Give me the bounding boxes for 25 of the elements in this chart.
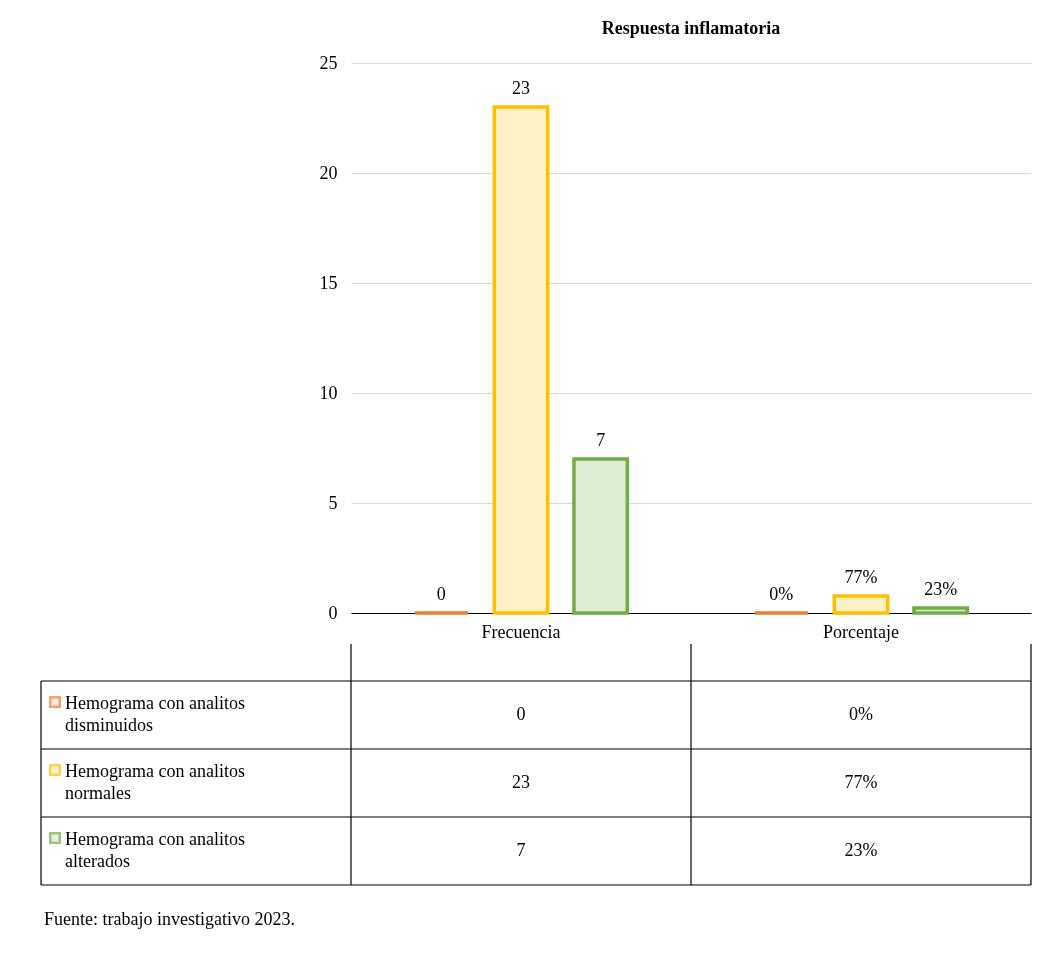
legend-label: Hemograma con analitos alterados xyxy=(65,829,245,871)
legend-label: Hemograma con analitos disminuidos xyxy=(65,693,245,735)
data-label: 7 xyxy=(516,840,526,860)
y-tick-label: 20 xyxy=(319,162,338,183)
data-label: 23% xyxy=(844,840,878,860)
y-tick-label: 25 xyxy=(319,52,338,73)
y-tick-label: 15 xyxy=(319,272,338,293)
x-tick-label: Porcentaje xyxy=(823,621,899,642)
text: 0% xyxy=(769,584,794,604)
data-label: 23 xyxy=(512,772,530,792)
text: 23% xyxy=(924,578,958,599)
y-tick-label: 5 xyxy=(328,492,338,513)
y-tick-label: 10 xyxy=(319,382,338,403)
data-label: 0% xyxy=(849,704,873,724)
text: 23 xyxy=(512,78,530,98)
chart-title: Respuesta inflamatoria xyxy=(601,18,781,38)
text: 0 xyxy=(436,584,446,604)
source-note: Fuente: trabajo investigativo 2023. xyxy=(44,909,295,929)
text: 77% xyxy=(844,567,878,588)
y-tick-label: 0 xyxy=(328,602,338,623)
data-label: 0 xyxy=(516,704,526,724)
data-label: 77% xyxy=(844,772,878,792)
text: 7 xyxy=(596,430,606,450)
x-tick-label: Frecuencia xyxy=(481,621,561,642)
legend-label: Hemograma con analitos normales xyxy=(65,761,245,803)
